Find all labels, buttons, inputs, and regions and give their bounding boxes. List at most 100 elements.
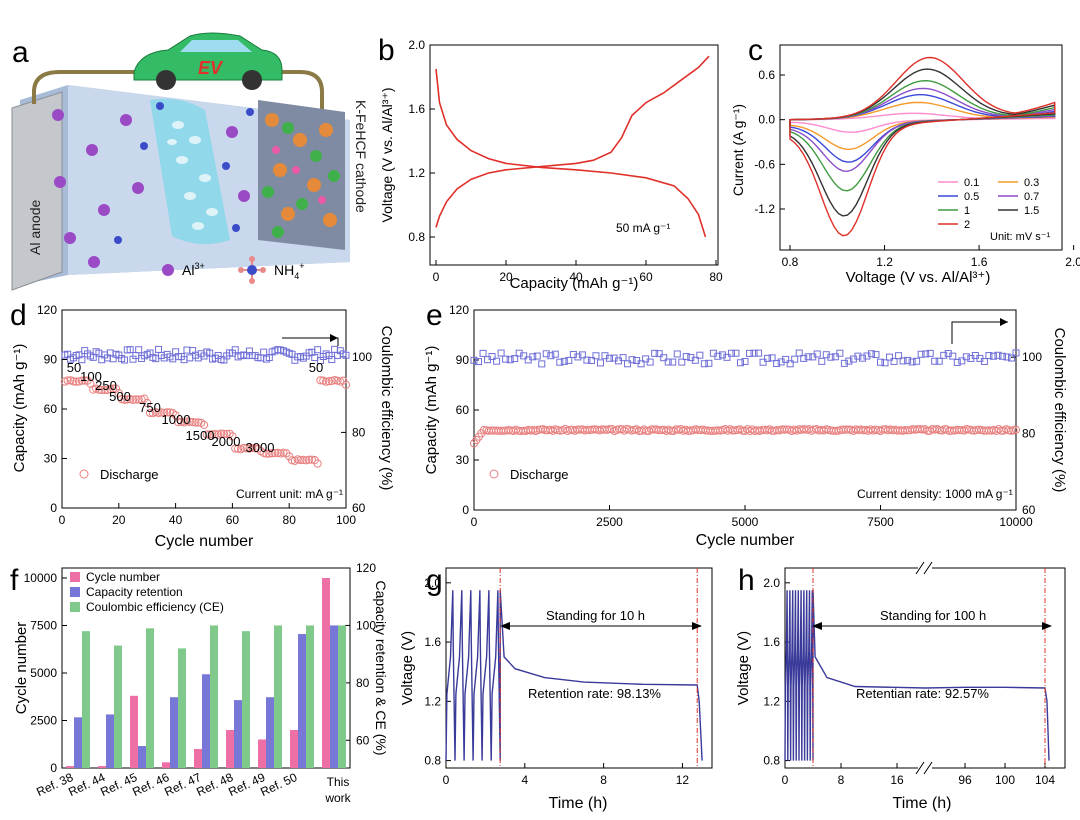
bar-cycle-number xyxy=(194,749,202,768)
discharge-point xyxy=(216,429,226,438)
ce-point xyxy=(696,351,704,359)
bar-capacity-retention xyxy=(330,625,338,768)
panel-d-x-tick-label: 0 xyxy=(59,513,66,527)
panel-e-legend-marker xyxy=(489,469,499,479)
discharge-point xyxy=(208,430,217,439)
panel-e-y-tick-label: 30 xyxy=(456,453,470,467)
discharge-point xyxy=(205,430,214,439)
ce-point xyxy=(342,351,350,359)
ce-point xyxy=(935,357,943,365)
ce-point xyxy=(854,352,862,360)
discharge-point xyxy=(253,444,263,453)
ce-point xyxy=(953,358,961,366)
bar-capacity-retention xyxy=(170,697,178,768)
discharge-point xyxy=(304,455,314,464)
discharge-point xyxy=(194,418,203,427)
panel-e-x-tick-label: 10000 xyxy=(999,515,1033,529)
ce-point xyxy=(606,354,613,362)
panel-e-label: e xyxy=(426,299,443,332)
car-wheel-icon xyxy=(156,70,176,90)
ce-point xyxy=(565,356,573,364)
discharge-point xyxy=(282,449,291,458)
panel-h-label: h xyxy=(738,564,755,597)
bar-coulombic-efficiency-ce- xyxy=(82,631,90,768)
discharge-point xyxy=(211,429,220,439)
discharge-point xyxy=(120,395,129,404)
panel-g-arrow-left-icon xyxy=(500,622,510,630)
discharge-point xyxy=(268,449,277,458)
panel-d-x-tick-label: 60 xyxy=(226,513,240,527)
bar-capacity-retention xyxy=(202,674,210,768)
ce-point xyxy=(746,349,754,357)
panel-h-retention: Retentian rate: 92.57% xyxy=(856,686,989,701)
panel-f-y2label: Capacity retention & CE (%) xyxy=(373,580,389,755)
ce-point xyxy=(750,349,758,357)
panel-g-frame xyxy=(445,567,713,769)
panel-g-xlabel: Time (h) xyxy=(549,795,608,812)
discharge-point xyxy=(171,411,180,420)
discharge-point xyxy=(134,395,143,404)
bar-coulombic-efficiency-ce- xyxy=(178,648,186,768)
panel-g: g 0 4 8 12 0.8 1.2 1.6 2.0 Standing for 10 h Re… xyxy=(399,564,713,812)
ce-point xyxy=(493,357,501,365)
ce-point xyxy=(877,358,884,366)
bar-cycle-number xyxy=(258,739,266,768)
ce-point xyxy=(705,359,713,367)
cv-curve-2 xyxy=(789,56,1056,237)
panel-e-ce-arrow xyxy=(951,321,1008,344)
ce-point xyxy=(506,356,514,364)
discharge-point xyxy=(83,376,92,385)
ce-point xyxy=(673,350,681,358)
ce-point xyxy=(135,346,143,354)
ce-point xyxy=(872,351,880,359)
ce-point xyxy=(998,352,1006,360)
panel-h-ylabel: Voltage (V) xyxy=(735,631,752,705)
category-label: Ref. 50 xyxy=(258,770,299,799)
discharge-point xyxy=(145,408,155,417)
panel-e-x-tick-label: 5000 xyxy=(732,515,759,529)
panel-d-unit-note: Current unit: mA g⁻¹ xyxy=(236,487,343,501)
panel-b-y-tick-label: 0.8 xyxy=(408,230,425,244)
bar-coulombic-efficiency-ce- xyxy=(114,645,122,768)
panel-d-y-tick-label: 30 xyxy=(44,452,58,466)
ce-point xyxy=(260,348,268,356)
ce-point xyxy=(764,354,772,362)
panel-b-xlabel: Capacity (mAh g⁻¹) xyxy=(510,275,639,292)
ce-point xyxy=(858,354,866,362)
ce-point xyxy=(1003,353,1011,361)
panel-h-x-tick-label: 16 xyxy=(890,773,904,787)
ce-point xyxy=(949,352,957,360)
discharge-point xyxy=(302,456,311,465)
ce-point xyxy=(962,353,970,361)
ce-point xyxy=(660,354,668,362)
al-anode-plate xyxy=(11,91,63,291)
panel-e-xlabel: Cycle number xyxy=(696,532,795,549)
ce-point xyxy=(529,353,537,361)
bar-coulombic-efficiency-ce- xyxy=(338,625,346,768)
cv-curve-0.1 xyxy=(789,112,1056,134)
panel-d-arrow-head-icon xyxy=(330,334,338,342)
bar-cycle-number xyxy=(130,695,138,768)
panel-f-label: f xyxy=(10,564,19,597)
al-ion-spheres xyxy=(52,109,250,268)
discharge-point xyxy=(313,459,322,468)
panel-d-label: d xyxy=(10,299,27,332)
ce-point xyxy=(736,359,744,367)
discharge-point xyxy=(131,395,140,404)
panel-e-legend-label: Discharge xyxy=(510,467,569,482)
panel-h-standing-label: Standing for 100 h xyxy=(880,608,986,623)
ce-point xyxy=(678,358,686,366)
panel-g-x-tick-label: 0 xyxy=(443,773,450,787)
panel-f-ylabel: Cycle number xyxy=(13,622,30,715)
ce-point xyxy=(926,349,934,357)
ce-point xyxy=(587,356,595,364)
panel-g-standing-label: Standing for 10 h xyxy=(546,608,645,623)
cv-curve-0.3 xyxy=(789,101,1056,151)
panel-h-frame xyxy=(784,567,1066,769)
discharge-point xyxy=(231,444,240,453)
panel-g-arrow-right-icon xyxy=(692,622,702,630)
bar-coulombic-efficiency-ce- xyxy=(210,625,218,768)
panel-b-x-tick-label: 20 xyxy=(499,270,513,284)
